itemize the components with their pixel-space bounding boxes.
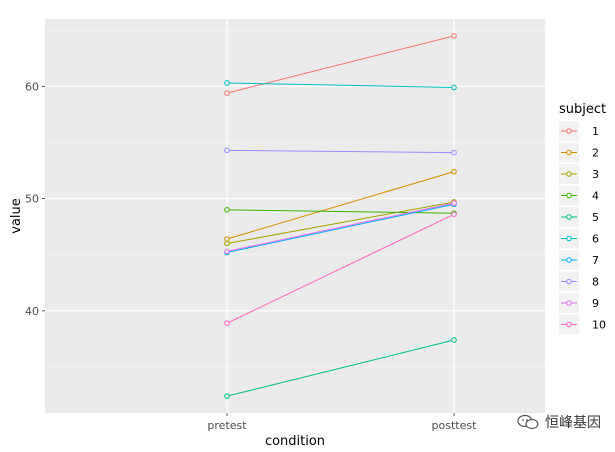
data-point bbox=[224, 240, 230, 247]
x-tick-label: pretest bbox=[207, 419, 247, 432]
legend-label: 2 bbox=[592, 147, 599, 160]
plot-panel bbox=[45, 19, 545, 413]
legend-key-point bbox=[566, 300, 572, 306]
legend-label: 10 bbox=[592, 319, 606, 332]
series-9 bbox=[224, 200, 457, 255]
series-10 bbox=[224, 211, 457, 326]
axes: 40 50 60 pretest posttest bbox=[25, 80, 477, 432]
legend-label: 8 bbox=[592, 276, 599, 289]
wechat-icon bbox=[517, 414, 539, 430]
legend-key-point bbox=[566, 149, 572, 156]
legend-key-point bbox=[566, 321, 572, 328]
series-5 bbox=[224, 337, 457, 399]
data-point bbox=[224, 207, 230, 213]
y-axis-title: value bbox=[9, 198, 24, 234]
legend-label: 3 bbox=[592, 168, 599, 181]
legend-key-point bbox=[566, 235, 572, 242]
legend-label: 7 bbox=[592, 254, 599, 267]
series-line bbox=[226, 339, 455, 397]
series-line bbox=[226, 213, 455, 324]
series-6 bbox=[224, 80, 457, 91]
series-line bbox=[226, 203, 455, 253]
data-point bbox=[451, 33, 457, 39]
legend-label: 9 bbox=[592, 297, 599, 310]
watermark-text: 恒峰基因 bbox=[545, 415, 601, 431]
x-tick-label: posttest bbox=[432, 419, 478, 432]
series-line bbox=[226, 82, 455, 88]
series-2 bbox=[224, 168, 457, 242]
data-point bbox=[451, 149, 457, 156]
y-tick-label: 40 bbox=[25, 305, 39, 318]
watermark: 恒峰基因 bbox=[517, 412, 601, 432]
series-8 bbox=[224, 147, 457, 156]
legend-key-point bbox=[566, 257, 572, 263]
legend-label: 4 bbox=[592, 190, 599, 203]
legend-label: 1 bbox=[592, 125, 599, 138]
data-point bbox=[224, 248, 230, 255]
data-point bbox=[224, 320, 230, 326]
legend-key-point bbox=[566, 214, 572, 220]
data-point bbox=[224, 236, 230, 242]
legend-key-point bbox=[566, 278, 572, 285]
legend-label: 5 bbox=[592, 211, 599, 224]
y-tick-label: 50 bbox=[25, 193, 39, 206]
legend: subject 1 2 3 4 5 6 7 8 9 10 bbox=[559, 102, 606, 335]
legend-key-point bbox=[566, 171, 572, 177]
data-point bbox=[224, 393, 230, 399]
legend-title: subject bbox=[559, 102, 606, 117]
data-point bbox=[451, 84, 457, 91]
data-point bbox=[451, 337, 457, 343]
data-point bbox=[451, 168, 457, 175]
y-tick-label: 60 bbox=[25, 80, 39, 93]
series-lines bbox=[224, 33, 457, 399]
x-axis-title: condition bbox=[265, 434, 325, 449]
data-point bbox=[224, 147, 230, 154]
legend-key-point bbox=[566, 128, 572, 134]
series-line bbox=[226, 202, 455, 252]
series-line bbox=[226, 171, 455, 240]
series-line bbox=[226, 149, 455, 154]
series-line bbox=[226, 201, 455, 244]
data-point bbox=[224, 80, 230, 86]
data-point bbox=[451, 200, 457, 206]
legend-key-point bbox=[566, 192, 572, 199]
data-point bbox=[451, 211, 457, 218]
legend-label: 6 bbox=[592, 233, 599, 246]
data-point bbox=[224, 90, 230, 96]
